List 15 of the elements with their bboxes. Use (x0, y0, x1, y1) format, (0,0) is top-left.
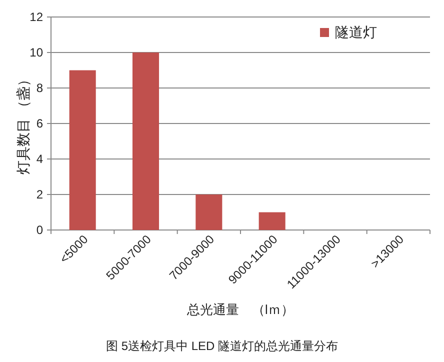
y-tick-label: 8 (36, 81, 44, 95)
x-axis-title: 总光通量 （lｍ） (186, 302, 294, 317)
bar (132, 52, 160, 230)
y-tick-label: 6 (36, 116, 44, 130)
y-tick-label: 12 (30, 10, 44, 24)
caption: 图 5送检灯具中 LED 隧道灯的总光通量分布 (106, 339, 338, 353)
y-tick-label: 0 (36, 223, 44, 237)
y-tick-label: 2 (36, 188, 44, 202)
bar (69, 70, 96, 230)
y-tick-label: 4 (36, 152, 44, 166)
y-tick-label: 10 (30, 46, 44, 60)
legend-label: 隧道灯 (335, 24, 377, 40)
bar (258, 212, 286, 230)
y-axis-title: 灯具数目 （盏） (15, 72, 31, 174)
bar (196, 194, 222, 230)
